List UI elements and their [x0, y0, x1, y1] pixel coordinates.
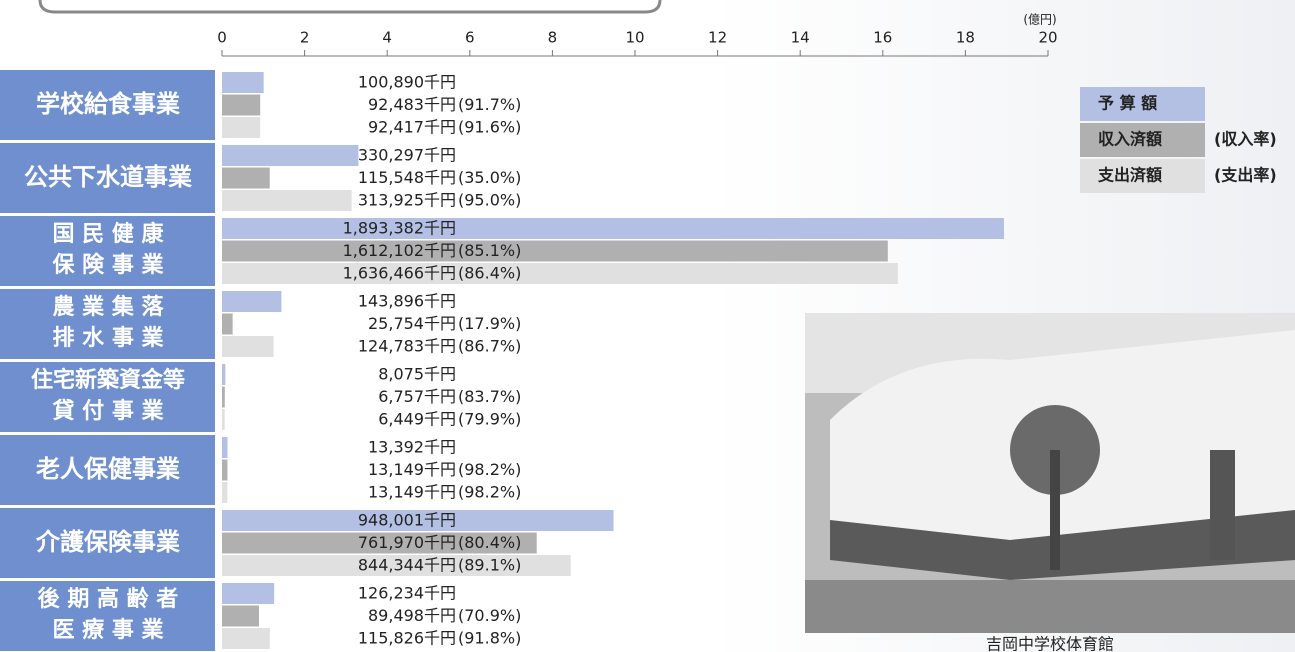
chart: (億円) 吉岡中学校体育館 0 2 4 6 8 10 12 14 16 18 20 学校給食事業 100… — [0, 0, 1295, 652]
value-label: 6,757千円 — [378, 387, 456, 406]
category-label: 老人保健事業 — [36, 455, 180, 483]
bar — [222, 387, 225, 408]
photo — [805, 313, 1295, 633]
rate-label: (70.9%) — [458, 606, 521, 625]
bar — [222, 95, 260, 116]
bar — [222, 460, 227, 481]
legend-label: 予 算 額 — [1098, 94, 1157, 113]
value-label: 126,234千円 — [358, 584, 456, 603]
bar — [222, 190, 352, 211]
x-tick-label: 4 — [382, 29, 392, 47]
x-tick-label: 12 — [708, 29, 727, 47]
value-label: 124,783千円 — [358, 337, 456, 356]
rate-label: (91.7%) — [458, 95, 521, 114]
category-label: 学校給食事業 — [36, 90, 180, 118]
value-label: 330,297千円 — [358, 146, 456, 165]
value-label: 8,075千円 — [378, 365, 456, 384]
legend-rate: (収入率) — [1214, 130, 1277, 149]
rate-label: (35.0%) — [458, 168, 521, 187]
bar — [222, 117, 260, 138]
rate-label: (79.9%) — [458, 410, 521, 429]
x-tick-label: 18 — [956, 29, 975, 47]
value-label: 13,392千円 — [368, 438, 456, 457]
x-tick-label: 16 — [873, 29, 892, 47]
rate-label: (86.7%) — [458, 337, 521, 356]
rate-label: (85.1%) — [458, 241, 521, 260]
value-label: 100,890千円 — [358, 73, 456, 92]
rate-label: (86.4%) — [458, 264, 521, 283]
value-label: 948,001千円 — [358, 511, 456, 530]
bar — [222, 168, 270, 189]
value-label: 844,344千円 — [358, 556, 456, 575]
rate-label: (98.2%) — [458, 460, 521, 479]
bar — [222, 482, 227, 503]
rate-label: (89.1%) — [458, 556, 521, 575]
bar — [222, 437, 228, 458]
photo-caption: 吉岡中学校体育館 — [986, 635, 1114, 652]
bar — [222, 314, 233, 335]
category-label: 介護保険事業 — [35, 528, 180, 556]
x-tick-label: 2 — [300, 29, 310, 47]
legend-label: 支出済額 — [1097, 166, 1162, 185]
bar — [222, 263, 898, 284]
rate-label: (80.4%) — [458, 533, 521, 552]
value-label: 13,149千円 — [368, 460, 456, 479]
value-label: 1,636,466千円 — [343, 264, 456, 283]
x-tick-label: 10 — [625, 29, 644, 47]
bar — [222, 241, 888, 262]
rate-label: (98.2%) — [458, 483, 521, 502]
value-label: 92,417千円 — [368, 118, 456, 137]
value-label: 13,149千円 — [368, 483, 456, 502]
value-label: 6,449千円 — [378, 410, 456, 429]
x-tick-label: 0 — [217, 29, 227, 47]
value-label: 89,498千円 — [368, 606, 456, 625]
rate-label: (83.7%) — [458, 387, 521, 406]
value-label: 25,754千円 — [368, 314, 456, 333]
value-label: 1,612,102千円 — [343, 241, 456, 260]
value-label: 761,970千円 — [358, 533, 456, 552]
legend-rate: (支出率) — [1214, 166, 1277, 185]
rate-label: (91.6%) — [458, 118, 521, 137]
x-tick-label: 8 — [548, 29, 558, 47]
value-label: 1,893,382千円 — [343, 219, 456, 238]
bar — [222, 72, 264, 93]
x-tick-label: 14 — [791, 29, 810, 47]
value-label: 92,483千円 — [368, 95, 456, 114]
category-label: 公共下水道事業 — [24, 163, 192, 191]
rate-label: (91.8%) — [458, 629, 521, 648]
value-label: 313,925千円 — [358, 191, 456, 210]
bar — [222, 145, 358, 166]
bar — [222, 606, 259, 627]
rate-label: (17.9%) — [458, 314, 521, 333]
bar — [222, 336, 274, 357]
value-label: 115,826千円 — [358, 629, 456, 648]
bar — [222, 218, 1004, 239]
value-label: 115,548千円 — [358, 168, 456, 187]
x-tick-label: 20 — [1038, 29, 1057, 47]
rate-label: (95.0%) — [458, 191, 521, 210]
bar — [222, 409, 225, 430]
bar — [222, 628, 270, 649]
legend-label: 収入済額 — [1098, 130, 1162, 149]
unit-label: (億円) — [1023, 13, 1056, 27]
bar — [222, 364, 225, 385]
top-panel — [40, 0, 660, 12]
bar — [222, 583, 274, 604]
bar — [222, 291, 281, 312]
value-label: 143,896千円 — [358, 292, 456, 311]
x-tick-label: 6 — [465, 29, 475, 47]
